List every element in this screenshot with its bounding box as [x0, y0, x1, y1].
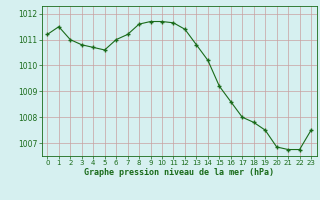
X-axis label: Graphe pression niveau de la mer (hPa): Graphe pression niveau de la mer (hPa): [84, 168, 274, 177]
